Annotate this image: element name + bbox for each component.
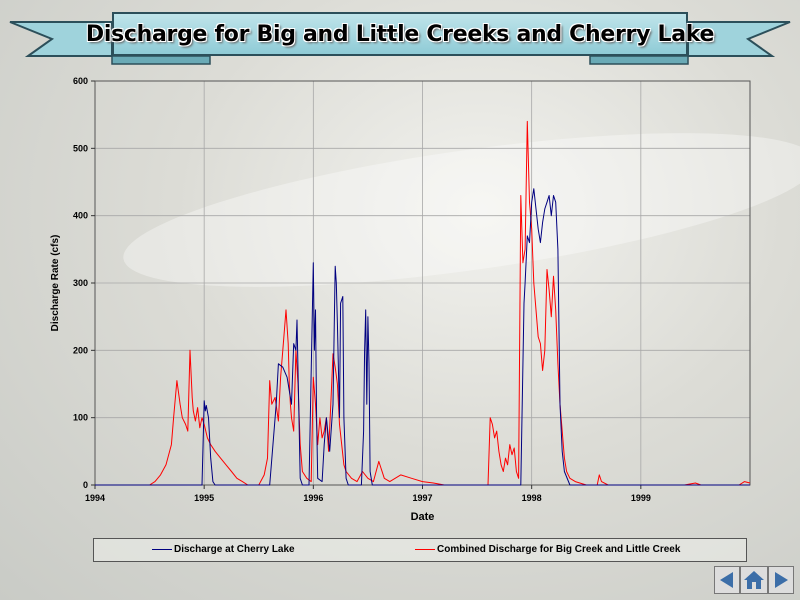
x-tick-label: 1998	[522, 493, 542, 503]
y-tick-label: 100	[73, 413, 88, 423]
chart-legend: Discharge at Cherry Lake Combined Discha…	[93, 538, 747, 562]
legend-swatch-cherry-lake	[152, 549, 172, 550]
home-icon	[744, 571, 764, 589]
legend-swatch-combined	[415, 549, 435, 550]
legend-label-combined: Combined Discharge for Big Creek and Lit…	[437, 544, 681, 555]
forward-button[interactable]	[768, 566, 794, 594]
y-tick-label: 300	[73, 278, 88, 288]
x-tick-label: 1994	[85, 493, 105, 503]
x-tick-label: 1999	[631, 493, 651, 503]
x-tick-label: 1996	[303, 493, 323, 503]
banner-right-ribbon	[687, 21, 791, 57]
right-arrow-icon	[775, 572, 788, 588]
grid-layer	[94, 80, 750, 486]
y-tick-label: 0	[83, 480, 88, 490]
discharge-chart: 0 100 200 300 400 500 600 1994 1995 1996 1997 1998 1…	[50, 76, 751, 523]
y-tick-label: 500	[73, 143, 88, 153]
page-title: Discharge for Big and Little Creeks and …	[85, 21, 715, 47]
y-tick-label: 600	[73, 76, 88, 86]
x-tick-label: 1997	[412, 493, 432, 503]
x-axis-label: Date	[411, 511, 435, 523]
back-button[interactable]	[714, 566, 740, 594]
banner-right-fold	[589, 55, 689, 65]
series-layer	[95, 120, 751, 486]
x-tick-label: 1995	[194, 493, 214, 503]
banner-left-fold	[111, 55, 211, 65]
title-box: Discharge for Big and Little Creeks and …	[86, 12, 714, 56]
title-banner	[9, 21, 791, 65]
y-tick-label: 200	[73, 345, 88, 355]
series-line-cherry-lake	[95, 188, 750, 486]
legend-label-cherry-lake: Discharge at Cherry Lake	[174, 544, 295, 555]
tick-layer: 0 100 200 300 400 500 600 1994 1995 1996 1997 1998 1…	[73, 76, 651, 503]
legend-item-combined: Combined Discharge for Big Creek and Lit…	[415, 544, 680, 555]
home-button[interactable]	[740, 566, 768, 594]
y-tick-label: 400	[73, 211, 88, 221]
legend-item-cherry-lake: Discharge at Cherry Lake	[152, 544, 295, 555]
left-arrow-icon	[720, 572, 733, 588]
y-axis-label: Discharge Rate (cfs)	[50, 235, 61, 332]
banner-left-ribbon	[9, 21, 113, 57]
